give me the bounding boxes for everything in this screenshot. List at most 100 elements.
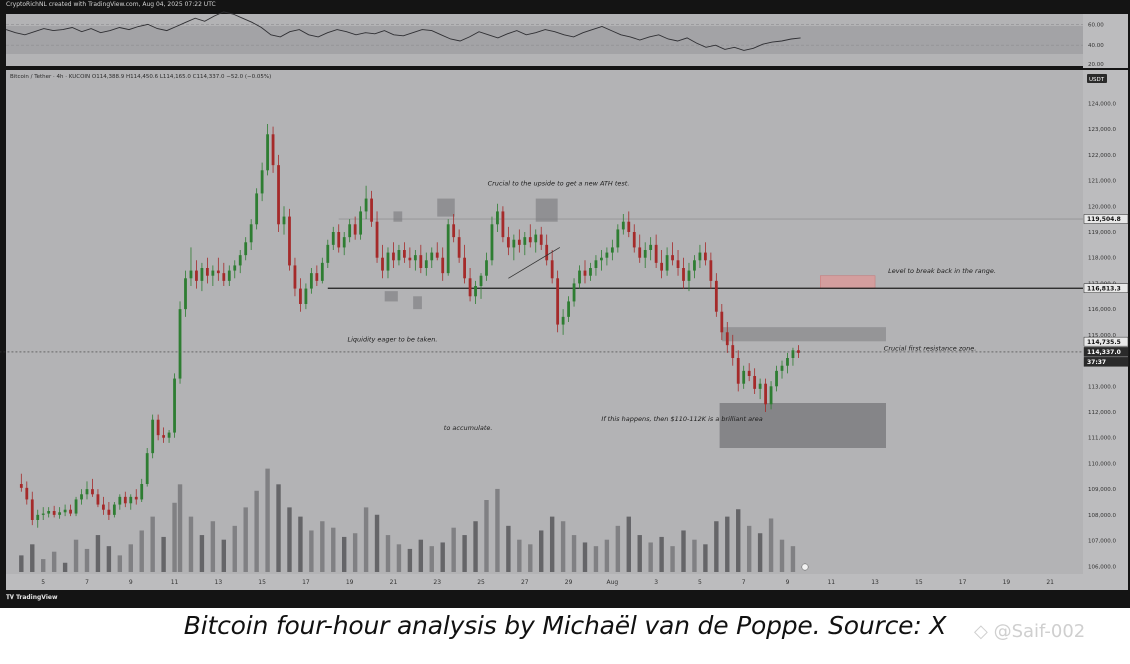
volume-bar: [199, 535, 205, 572]
x-tick-label: 29: [565, 579, 573, 586]
candle-body: [315, 273, 319, 281]
volume-bar: [648, 542, 653, 572]
candle-body: [441, 257, 445, 274]
x-tick-label: 19: [346, 579, 354, 586]
zone-break-level: [820, 275, 876, 289]
candle-body: [408, 257, 412, 261]
candle-body: [47, 511, 51, 514]
candle-body: [600, 257, 603, 261]
candle-body: [52, 511, 56, 515]
volume-bar: [254, 490, 259, 572]
price-chart[interactable]: 60.00 40.00 20.00 USDT 124,000.0 123,000.0 122…: [0, 0, 1130, 608]
volume-bar: [462, 535, 467, 572]
volume-bar: [117, 555, 123, 572]
candle-body: [413, 255, 417, 261]
candle-body: [255, 193, 259, 225]
candle-body: [424, 260, 428, 268]
replay-icon: [801, 563, 809, 571]
candle-body: [309, 273, 313, 289]
candle-body: [589, 268, 592, 276]
candle-body: [632, 232, 636, 248]
candle-body: [364, 198, 368, 212]
candle-body: [58, 512, 62, 515]
volume-bar: [779, 539, 785, 572]
candle-body: [616, 229, 620, 248]
candle-body: [337, 232, 341, 248]
x-tick-label: 5: [698, 579, 702, 586]
x-tick-label: 17: [959, 579, 967, 586]
candle-body: [430, 252, 434, 261]
candle-body: [758, 383, 762, 389]
x-tick-label: 23: [433, 579, 441, 586]
candle-body: [320, 262, 324, 281]
candle-body: [621, 221, 625, 230]
candle-body: [244, 242, 248, 256]
y-tick-label: 122,000.0: [1088, 153, 1116, 159]
candle-body: [30, 499, 34, 520]
x-tick-label: 5: [41, 579, 45, 586]
x-tick-label: 9: [129, 579, 133, 586]
candle-body: [660, 262, 664, 271]
y-tick-label: 106,000.0: [1088, 564, 1116, 570]
candle-body: [490, 224, 494, 261]
candle-body: [643, 250, 647, 258]
candle-body: [731, 345, 735, 358]
y-tick-label: 112,000.0: [1088, 410, 1116, 416]
candle-body: [780, 365, 784, 371]
volume-bar: [746, 525, 752, 572]
watermark-text: @Saif-002: [993, 621, 1086, 642]
candle-body: [638, 247, 642, 258]
x-tick-label: 17: [302, 579, 310, 586]
volume-bar: [484, 500, 489, 572]
chart-frame: 60.00 40.00 20.00 USDT 124,000.0 123,000.0 122…: [0, 0, 1130, 608]
y-tick-label: 107,000.0: [1088, 539, 1116, 545]
candle-body: [195, 270, 198, 281]
volume-bar: [692, 539, 697, 572]
candle-body: [594, 260, 598, 268]
volume-bar: [396, 544, 402, 572]
price-label-box: [1083, 336, 1129, 347]
watermark: ◇ @Saif-002: [974, 621, 1085, 642]
candle-body: [665, 255, 669, 271]
candle-body: [359, 211, 363, 235]
volume-bar: [790, 546, 796, 572]
candle-body: [80, 494, 83, 500]
volume-bar: [62, 562, 68, 572]
volume-bar: [440, 542, 445, 572]
rsi-level-label: 20.00: [1088, 62, 1104, 68]
image-caption: Bitcoin four-hour analysis by Michaël va…: [183, 611, 947, 640]
volume-bar: [320, 521, 325, 572]
candle-body: [25, 487, 29, 500]
candle-body: [205, 268, 209, 276]
candle-body: [693, 260, 696, 271]
price-label: 37:37: [1087, 359, 1106, 366]
rsi-level-label: 60.00: [1088, 22, 1104, 28]
candle-body: [96, 494, 100, 505]
volume-bar: [30, 544, 35, 572]
candle-body: [435, 252, 439, 258]
volume-bar: [177, 484, 183, 572]
candle-body: [63, 509, 67, 513]
price-label: 116,813.3: [1087, 285, 1121, 292]
candle-body: [140, 484, 144, 500]
candle-body: [282, 216, 286, 225]
candle-body: [370, 198, 373, 222]
y-tick-label: 123,000.0: [1088, 127, 1116, 133]
volume-bar: [626, 516, 631, 572]
candle-body: [91, 489, 94, 495]
candle-body: [348, 224, 352, 238]
candle-body: [583, 270, 587, 276]
candle-body: [714, 280, 718, 312]
volume-bar: [659, 536, 664, 572]
volume-bar: [51, 551, 57, 572]
chart-credit: CryptoRichNL created with TradingView.co…: [6, 1, 216, 8]
candle-body: [233, 265, 237, 271]
zone-accumulation: [719, 403, 886, 448]
candle-body: [266, 134, 269, 171]
volume-bar: [407, 548, 413, 572]
candle-body: [567, 301, 570, 317]
x-tick-label: 3: [654, 579, 658, 586]
candle-body: [747, 370, 751, 376]
y-tick-label: 119,000.0: [1088, 230, 1116, 236]
x-tick-label: 21: [390, 579, 398, 586]
